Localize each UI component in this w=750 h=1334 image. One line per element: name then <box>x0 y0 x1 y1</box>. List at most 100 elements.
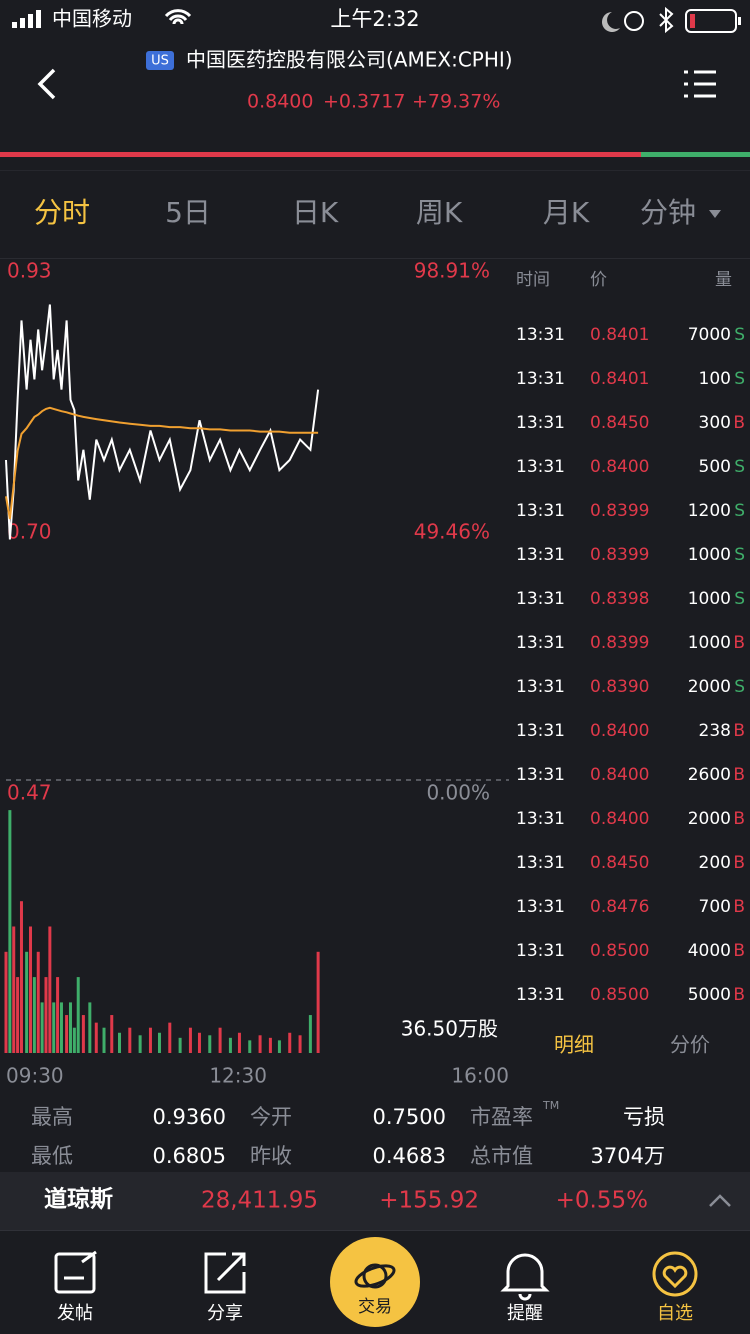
stat-label: 昨收 <box>250 1144 292 1168</box>
expand-icon[interactable] <box>709 1194 731 1207</box>
trade-volume: 300 <box>699 413 731 433</box>
trade-side: B <box>733 721 745 741</box>
chart-tab[interactable]: 周K <box>416 196 463 229</box>
nav-label[interactable]: 交易 <box>358 1297 392 1317</box>
volume-bar <box>44 977 48 1053</box>
post-icon[interactable] <box>54 1250 97 1294</box>
signal-icon <box>12 10 41 28</box>
trade-volume: 100 <box>699 369 731 389</box>
trade-price: 0.8450 <box>590 413 649 433</box>
nav-label[interactable]: 自选 <box>657 1303 693 1324</box>
column-header: 价 <box>590 270 607 290</box>
change-percent: +79.37% <box>412 91 500 113</box>
list-tab[interactable]: 明细 <box>554 1033 594 1057</box>
volume-bar <box>168 1022 172 1053</box>
trade-side: S <box>734 457 745 477</box>
volume-bar <box>128 1027 132 1053</box>
volume-bar <box>277 1040 281 1053</box>
x-tick-label: 12:30 <box>209 1064 267 1088</box>
menu-button[interactable] <box>684 70 716 98</box>
trade-side: B <box>733 765 745 785</box>
stat-label: 总市值 <box>470 1144 533 1168</box>
battery-icon <box>685 9 741 33</box>
buy-bar <box>0 152 641 157</box>
trade-side: B <box>733 941 745 961</box>
volume-bar <box>36 951 40 1053</box>
x-tick-label: 16:00 <box>451 1064 509 1088</box>
volume-bar <box>29 926 33 1053</box>
y2-tick-label: 98.91% <box>414 259 490 283</box>
x-tick-label: 09:30 <box>6 1064 64 1088</box>
volume-bar <box>110 1015 114 1053</box>
trade-volume: 700 <box>699 897 731 917</box>
trade-volume: 500 <box>699 457 731 477</box>
volume-bar <box>298 1035 302 1053</box>
trade-volume: 1000 <box>688 633 731 653</box>
nav-label[interactable]: 提醒 <box>507 1303 543 1324</box>
sell-bar <box>641 152 750 157</box>
chart-tab[interactable]: 分钟 <box>640 196 696 229</box>
carrier: 中国移动 <box>52 7 132 31</box>
watchlist-icon[interactable] <box>652 1251 698 1297</box>
stat-value: 3704万 <box>591 1144 665 1168</box>
list-tab[interactable]: 分价 <box>670 1033 710 1057</box>
nav-label[interactable]: 分享 <box>207 1303 243 1324</box>
lock-icon <box>624 11 644 31</box>
volume-bar <box>68 1002 72 1053</box>
dropdown-icon[interactable] <box>709 210 721 218</box>
trade-side: B <box>733 853 745 873</box>
trade-time: 13:31 <box>516 589 565 609</box>
index-change-percent: +0.55% <box>556 1188 648 1214</box>
trade-price: 0.8476 <box>590 897 649 917</box>
alert-icon[interactable] <box>500 1253 550 1301</box>
volume-bar <box>148 1027 152 1053</box>
chart-tab[interactable]: 分时 <box>34 196 90 229</box>
stat-label: 最高 <box>31 1105 73 1129</box>
volume-bar <box>218 1027 222 1053</box>
stat-value: 0.9360 <box>153 1105 226 1129</box>
trade-volume: 1200 <box>688 501 731 521</box>
trade-volume: 2000 <box>688 809 731 829</box>
badge <box>146 51 174 70</box>
volume-bar <box>40 1002 44 1053</box>
volume-bar <box>12 926 16 1053</box>
change: +0.3717 <box>323 91 405 113</box>
chart-tab[interactable]: 日K <box>292 196 339 229</box>
trade-time: 13:31 <box>516 369 565 389</box>
volume-bar <box>178 1037 182 1053</box>
volume-bar <box>81 1015 85 1053</box>
stat-value: 0.4683 <box>373 1144 446 1168</box>
chart-tab[interactable]: 月K <box>543 196 590 229</box>
trade-volume: 5000 <box>688 985 731 1005</box>
chart-tab[interactable]: 5日 <box>165 196 211 229</box>
y2-tick-label: 49.46% <box>414 519 490 543</box>
stat-label: 市盈率 <box>470 1105 533 1129</box>
stat-value: 0.6805 <box>153 1144 226 1168</box>
stat-value: 亏损 <box>623 1105 665 1129</box>
bluetooth-icon <box>659 6 674 34</box>
volume-bar <box>157 1032 161 1053</box>
trade-time: 13:31 <box>516 809 565 829</box>
y-tick-label: 0.70 <box>7 520 52 544</box>
trade-price: 0.8399 <box>590 633 649 653</box>
volume-bar <box>117 1032 121 1053</box>
trade-volume: 2600 <box>688 765 731 785</box>
trade-side: S <box>734 369 745 389</box>
volume-bar <box>56 977 60 1053</box>
index-value: 28,411.95 <box>201 1188 318 1214</box>
nav-label[interactable]: 发帖 <box>57 1303 93 1324</box>
trade-volume: 4000 <box>688 941 731 961</box>
trade-side: B <box>733 897 745 917</box>
trade-time: 13:31 <box>516 545 565 565</box>
planet-icon <box>354 1264 396 1288</box>
trade-button[interactable] <box>330 1237 420 1327</box>
back-button[interactable] <box>37 68 56 100</box>
trade-side: B <box>733 985 745 1005</box>
divider <box>0 258 750 259</box>
volume-bar <box>94 1022 98 1053</box>
price-line <box>5 406 319 520</box>
share-icon[interactable] <box>204 1252 246 1294</box>
volume-bar <box>102 1027 106 1053</box>
